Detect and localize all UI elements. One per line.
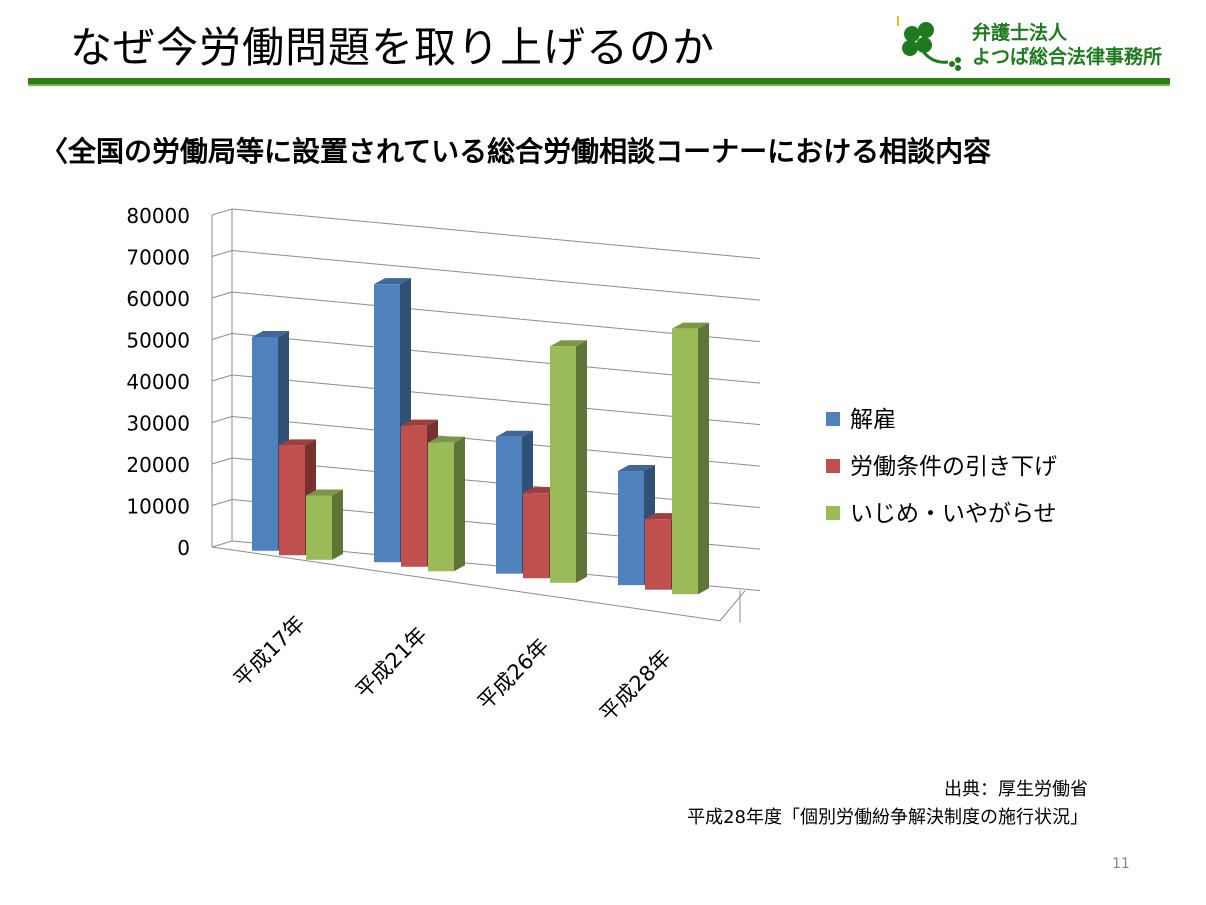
legend-swatch <box>826 506 840 520</box>
logo-firm-name: よつば総合法律事務所 <box>972 46 1163 68</box>
y-tick-label: 60000 <box>126 287 190 311</box>
y-tick-label: 70000 <box>126 246 190 270</box>
gridline <box>211 250 761 301</box>
bar <box>428 436 465 572</box>
y-tick-label: 0 <box>177 536 190 560</box>
chart-subtitle: 〈全国の労働局等に設置されている総合労働相談コーナーにおける相談内容 <box>40 135 992 168</box>
y-tick-label: 20000 <box>126 453 190 477</box>
x-tick-label: 平成26年 <box>473 634 553 714</box>
legend-swatch <box>826 459 840 473</box>
bar <box>374 278 411 563</box>
consultation-bar-chart: 0 10000 20000 30000 40000 50000 60000 70000 8000… <box>126 204 1057 726</box>
x-axis-line <box>211 546 721 622</box>
y-tick-label: 10000 <box>126 495 190 519</box>
bar <box>550 340 587 583</box>
logo-firm-type: 弁護士法人 <box>972 22 1068 44</box>
slide-title: なぜ今労働問題を取り上げるのか <box>70 23 716 72</box>
x-tick-label: 平成17年 <box>229 611 309 691</box>
legend-label: 解雇 <box>850 407 896 433</box>
source-line-2: 平成28年度「個別労働紛争解決制度の施行状況」 <box>687 807 1088 828</box>
legend-entry: いじめ・いやがらせ <box>826 501 1057 527</box>
x-tick-label: 平成28年 <box>595 645 675 725</box>
gridline <box>211 208 761 260</box>
y-tick-label: 40000 <box>126 370 190 394</box>
title-underline <box>28 78 1170 84</box>
source-line-1: 出典：厚生労働省 <box>944 779 1088 800</box>
y-tick-label: 30000 <box>126 412 190 436</box>
firm-logo: 弁護士法人 よつば総合法律事務所 <box>892 12 1192 72</box>
x-tick-label: 平成21年 <box>351 623 431 703</box>
bar <box>672 322 709 595</box>
y-tick-label: 50000 <box>126 329 190 353</box>
legend-label: いじめ・いやがらせ <box>850 501 1057 527</box>
page-number: 11 <box>1112 856 1130 872</box>
legend-swatch <box>826 412 840 426</box>
y-tick-label: 80000 <box>126 204 190 228</box>
legend-entry: 労働条件の引き下げ <box>826 454 1057 480</box>
four-leaf-clover-icon <box>897 16 961 71</box>
legend-label: 労働条件の引き下げ <box>850 454 1057 480</box>
source-citation: 出典：厚生労働省 平成28年度「個別労働紛争解決制度の施行状況」 <box>687 776 1088 832</box>
legend-entry: 解雇 <box>826 407 896 433</box>
bar <box>306 489 343 560</box>
